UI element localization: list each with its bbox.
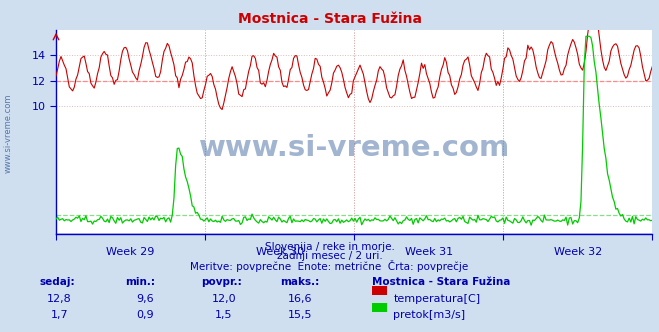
Text: maks.:: maks.: [280,277,320,287]
Text: www.si-vreme.com: www.si-vreme.com [4,93,13,173]
Text: 1,7: 1,7 [51,310,68,320]
Text: 15,5: 15,5 [287,310,312,320]
Text: Mostnica - Stara Fužina: Mostnica - Stara Fužina [237,12,422,26]
Text: Week 31: Week 31 [405,247,453,257]
Text: 1,5: 1,5 [215,310,233,320]
Text: Meritve: povprečne  Enote: metrične  Črta: povprečje: Meritve: povprečne Enote: metrične Črta:… [190,260,469,272]
Text: sedaj:: sedaj: [40,277,75,287]
Text: www.si-vreme.com: www.si-vreme.com [198,134,510,162]
Text: zadnji mesec / 2 uri.: zadnji mesec / 2 uri. [277,251,382,261]
Text: Week 30: Week 30 [256,247,304,257]
Text: 0,9: 0,9 [136,310,154,320]
Text: povpr.:: povpr.: [201,277,242,287]
Text: Mostnica - Stara Fužina: Mostnica - Stara Fužina [372,277,511,287]
Text: Slovenija / reke in morje.: Slovenija / reke in morje. [264,242,395,252]
Text: 16,6: 16,6 [287,294,312,304]
Text: 12,8: 12,8 [47,294,72,304]
Text: pretok[m3/s]: pretok[m3/s] [393,310,465,320]
Text: temperatura[C]: temperatura[C] [393,294,480,304]
Text: 9,6: 9,6 [136,294,154,304]
Text: Week 29: Week 29 [106,247,155,257]
Text: min.:: min.: [125,277,156,287]
Text: 12,0: 12,0 [212,294,237,304]
Text: Week 32: Week 32 [554,247,602,257]
